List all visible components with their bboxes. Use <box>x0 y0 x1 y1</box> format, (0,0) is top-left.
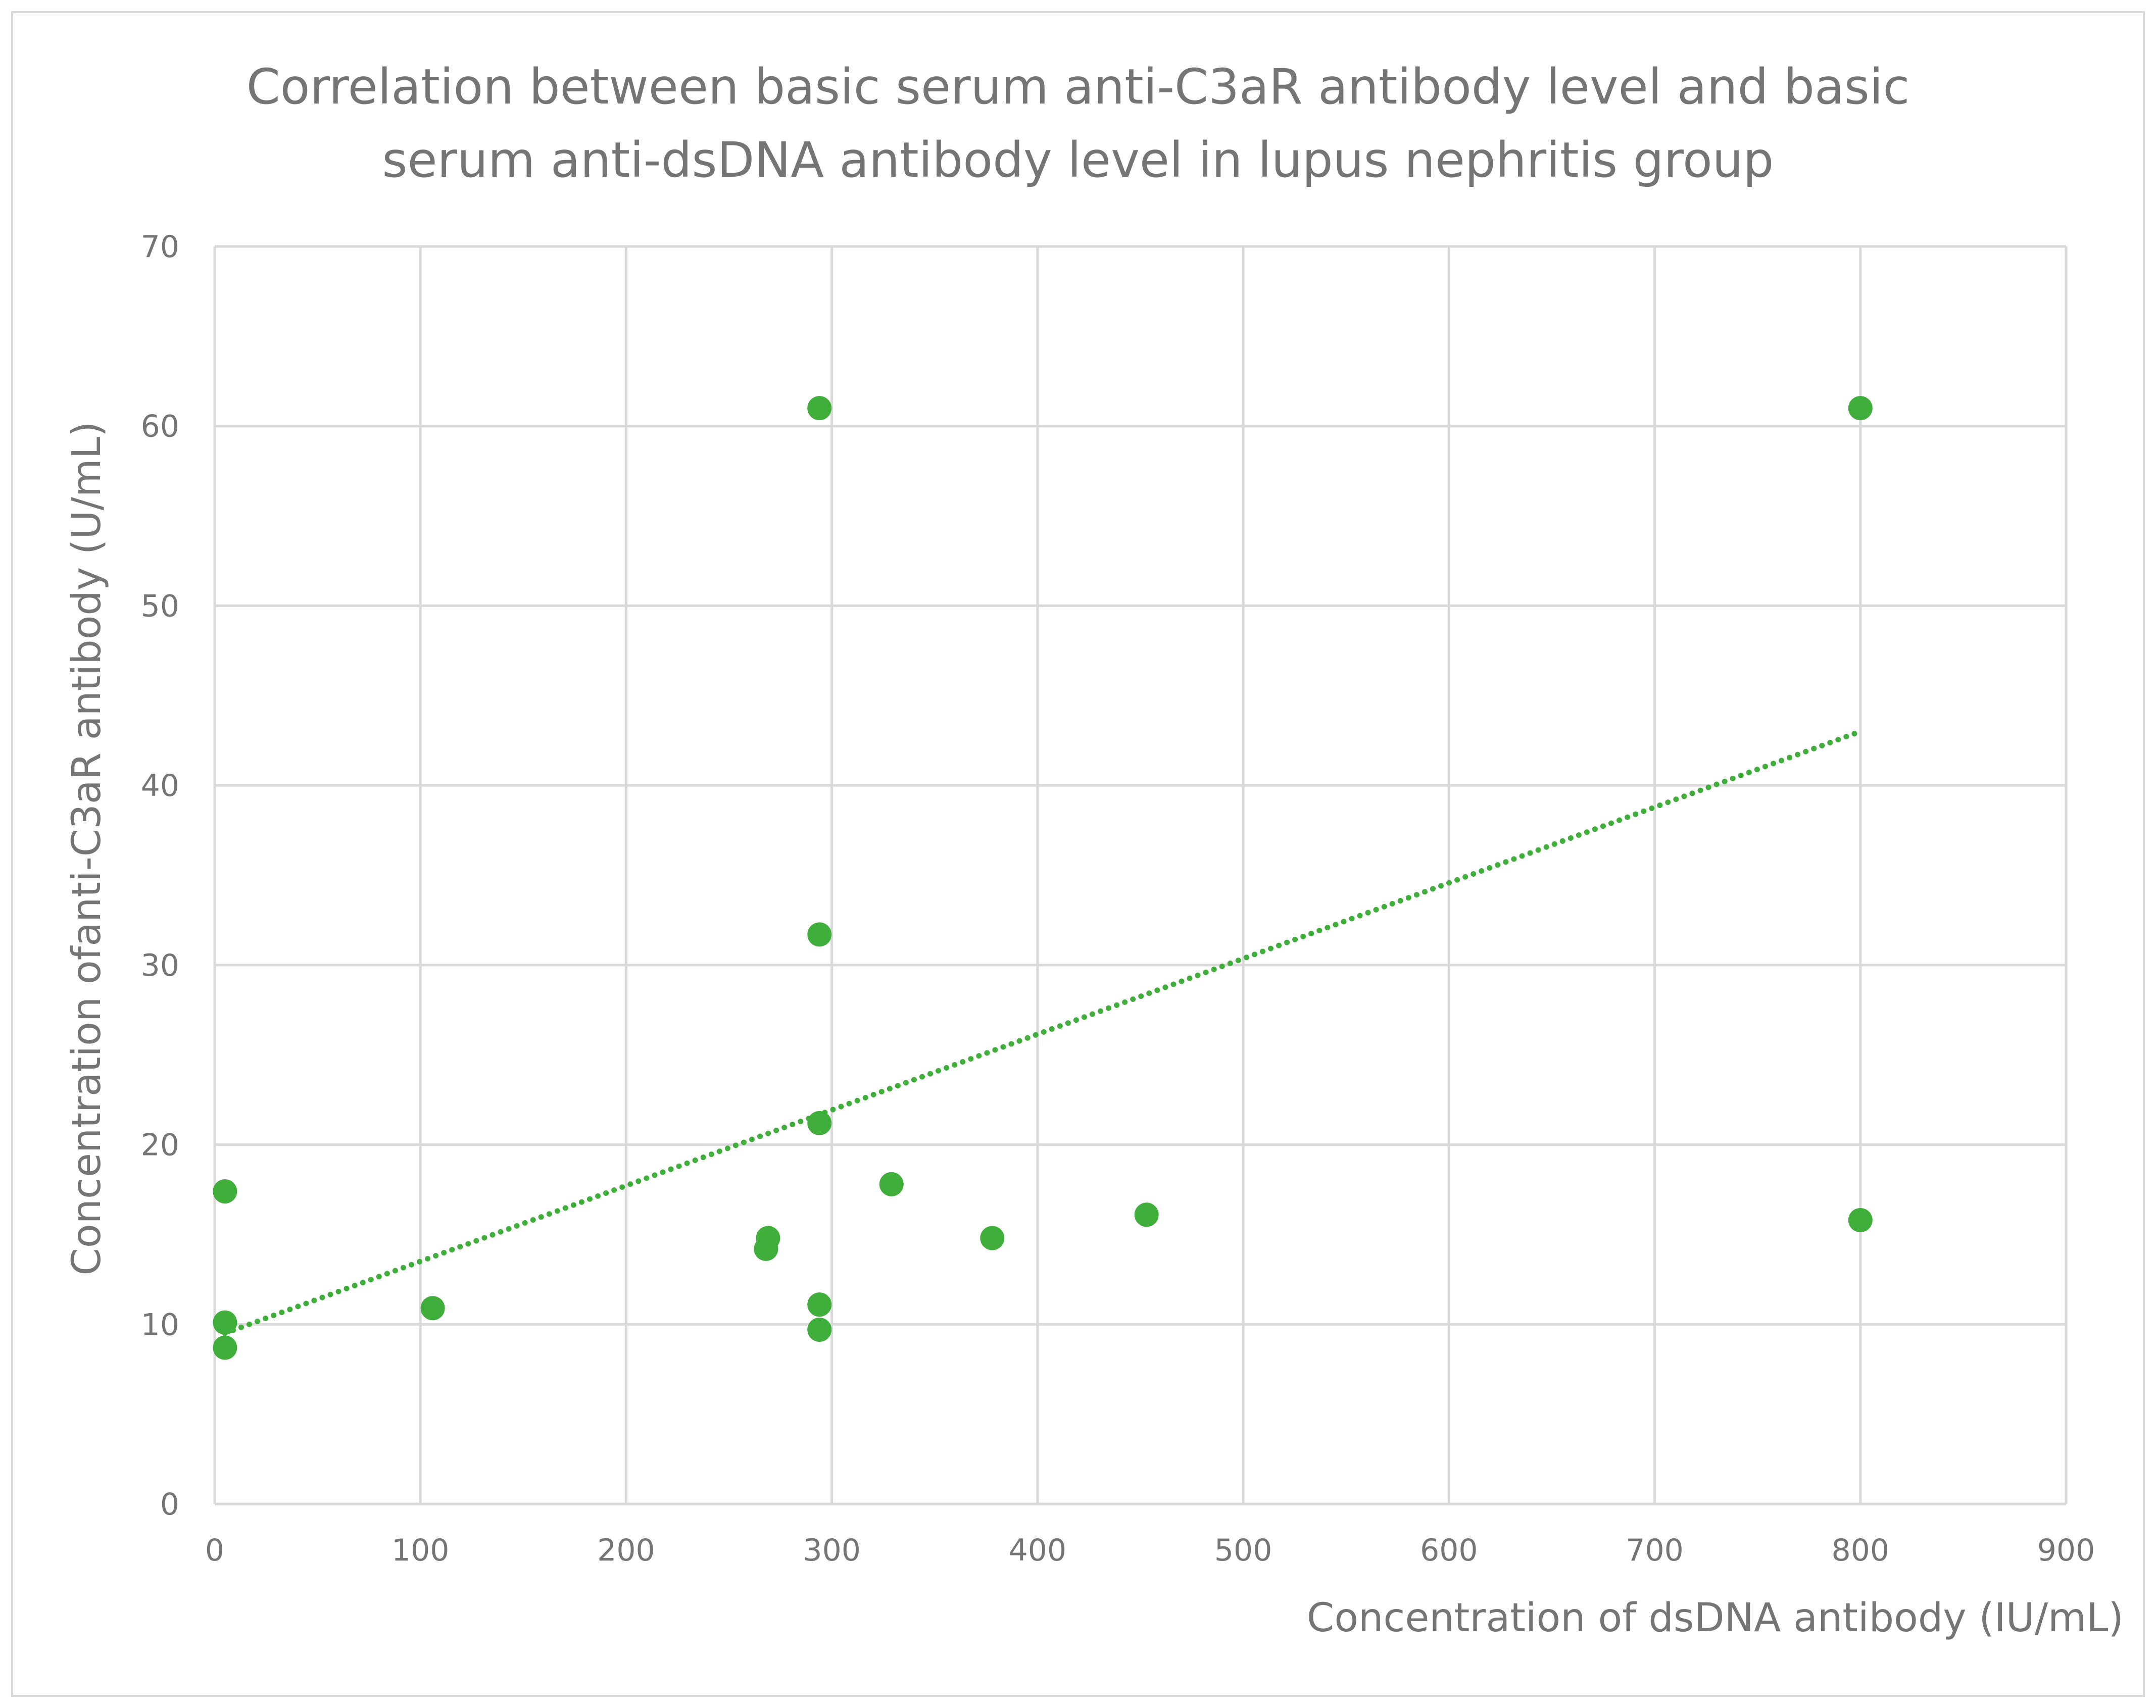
chart-frame <box>11 11 2145 1697</box>
x-tick-labels: 0 100 200 300 400 500 600 700 800 900 <box>205 1533 2095 1568</box>
y-axis-label: Concentration ofanti-C3aR antibody (U/mL… <box>64 421 110 1275</box>
data-point <box>980 1226 1005 1250</box>
y-tick-label: 20 <box>141 1128 179 1163</box>
chart-title-line-2: serum anti-dsDNA antibody level in lupus… <box>382 132 1774 188</box>
x-tick-label: 200 <box>597 1533 655 1568</box>
data-point <box>807 922 832 947</box>
x-axis-label: Concentration of dsDNA antibody (IU/mL) <box>1307 1595 2124 1641</box>
axes <box>213 246 2066 1505</box>
x-tick-label: 500 <box>1214 1533 1272 1568</box>
x-tick-label: 700 <box>1626 1533 1684 1568</box>
data-point <box>1848 1208 1873 1232</box>
data-point <box>756 1226 780 1250</box>
data-point <box>807 1317 832 1342</box>
y-tick-label: 30 <box>141 948 179 983</box>
data-point <box>420 1296 445 1321</box>
data-point <box>807 1111 832 1135</box>
x-tick-label: 900 <box>2037 1533 2095 1568</box>
x-tick-label: 0 <box>205 1533 224 1568</box>
data-point <box>807 1292 832 1317</box>
data-point <box>1134 1202 1159 1227</box>
x-tick-label: 400 <box>1009 1533 1067 1568</box>
data-point <box>213 1310 237 1335</box>
y-tick-label: 10 <box>141 1307 179 1342</box>
trendline-group <box>222 728 1864 1336</box>
grid-lines <box>215 245 2068 1504</box>
y-tick-label: 50 <box>141 588 179 624</box>
x-tick-label: 100 <box>391 1533 450 1568</box>
data-point <box>879 1172 904 1196</box>
chart-title-line-1: Correlation between basic serum anti-C3a… <box>247 59 1910 115</box>
data-point <box>807 396 832 421</box>
y-tick-label: 70 <box>141 229 179 265</box>
chart-title: Correlation between basic serum anti-C3a… <box>247 59 1910 188</box>
trendline <box>222 728 1864 1336</box>
x-tick-label: 800 <box>1832 1533 1890 1568</box>
x-tick-label: 600 <box>1420 1533 1478 1568</box>
y-tick-label: 0 <box>160 1487 179 1522</box>
data-points <box>213 396 1873 1360</box>
data-point <box>213 1335 237 1360</box>
y-tick-label: 60 <box>141 409 179 444</box>
y-tick-label: 40 <box>141 768 179 803</box>
data-point <box>1848 396 1873 421</box>
x-tick-label: 300 <box>803 1533 861 1568</box>
y-tick-labels: 0 10 20 30 40 50 60 70 <box>141 229 179 1522</box>
data-point <box>213 1179 237 1204</box>
